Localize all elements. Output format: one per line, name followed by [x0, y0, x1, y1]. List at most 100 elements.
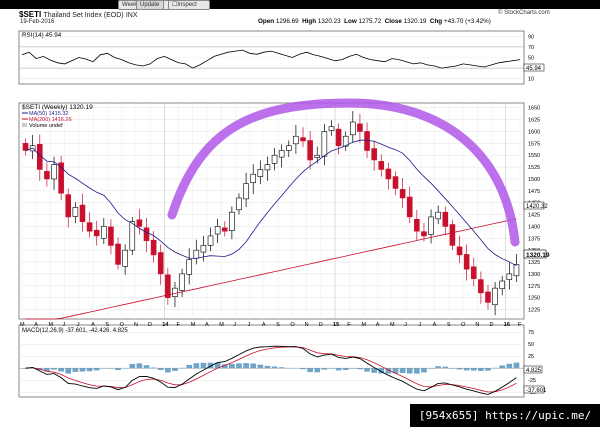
- candle-body: [193, 249, 200, 259]
- close-value: 1320.19: [403, 18, 427, 25]
- macd-hist-bar: [93, 368, 100, 371]
- price-x-label: M: [390, 322, 395, 328]
- price-x-label: A: [205, 322, 209, 328]
- candle-body: [250, 173, 257, 184]
- candle-body: [79, 204, 86, 222]
- top-toolbar: Weekly▾ Update ☐Inspect: [0, 0, 600, 10]
- candles: [22, 111, 520, 316]
- price-x-label: M: [191, 322, 196, 328]
- candle-body: [335, 128, 342, 147]
- candle-body: [200, 245, 207, 253]
- candle-body: [44, 171, 50, 180]
- hist-last-box: [523, 365, 543, 374]
- macd-hist-bar: [172, 368, 178, 371]
- candle-body: [414, 219, 420, 232]
- macd-hist-bar: [115, 368, 121, 371]
- rsi-line: [21, 49, 521, 69]
- ma200-legend: MA(200) 1416.26: [29, 117, 72, 123]
- price-tick-label: 1325: [528, 260, 540, 266]
- macd-hist-bar: [221, 364, 228, 369]
- price-tick-label: 1275: [528, 284, 540, 290]
- candle-body: [321, 131, 328, 157]
- price-tick-label: 1525: [528, 165, 540, 171]
- candle-body: [93, 229, 100, 237]
- macd-hist-bar: [442, 366, 449, 369]
- rsi-tick-label: 70: [528, 45, 534, 51]
- macd-hist-bar: [278, 367, 285, 369]
- chg-value: +43.70 (+3.42%): [443, 18, 491, 25]
- price-tick-label: 1575: [528, 141, 540, 147]
- candle-body: [392, 176, 399, 189]
- ma-last-label: 1420.32: [526, 204, 548, 210]
- candle-body: [271, 154, 278, 164]
- high-value: 1320.23: [317, 18, 341, 25]
- price-x-label: F: [177, 322, 181, 328]
- macd-hist-bar: [271, 366, 278, 369]
- macd-hist-bar: [385, 368, 392, 374]
- macd-hist-bar: [44, 368, 50, 372]
- candle-body: [207, 235, 214, 246]
- inspect-button[interactable]: ☐Inspect: [168, 0, 210, 10]
- macd-grid: 7550250-25-50: [19, 330, 536, 396]
- candle-body: [229, 211, 235, 232]
- candle-body: [328, 126, 335, 131]
- low-label: Low: [344, 18, 357, 25]
- macd-hist-bar: [328, 368, 335, 369]
- candle-body: [136, 219, 143, 227]
- candle-body: [492, 287, 498, 306]
- candle-body: [513, 264, 520, 277]
- macd-hist-bar: [300, 368, 306, 370]
- close-label: Close: [384, 18, 402, 25]
- candle-body: [115, 243, 121, 265]
- high-label: High: [302, 18, 317, 25]
- candle-body: [214, 226, 221, 235]
- macd-hist-bar: [428, 368, 434, 369]
- macd-hist-bar: [293, 367, 299, 369]
- price-grid: 1650162516001575155015251500147514501425…: [19, 103, 540, 319]
- price-x-label: J: [63, 322, 66, 328]
- macd-tick-label: 25: [528, 354, 534, 360]
- macd-hist-bar: [357, 368, 363, 370]
- macd-tick-label: 75: [528, 330, 534, 336]
- price-tick-label: 1475: [528, 189, 540, 195]
- update-button[interactable]: Update: [136, 0, 164, 10]
- candle-body: [506, 273, 513, 280]
- macd-hist-bar: [349, 368, 356, 369]
- inspect-label: Inspect: [177, 2, 197, 8]
- low-value: 1275.72: [358, 18, 382, 25]
- candle-body: [300, 137, 306, 142]
- price-x-label: M: [48, 322, 53, 328]
- macd-hist-bar: [342, 368, 349, 371]
- candle-body: [122, 249, 128, 267]
- candle-body: [342, 135, 349, 147]
- macd-hist-bar: [243, 363, 249, 369]
- rsi-tick-label: 10: [528, 77, 534, 83]
- candle-body: [101, 226, 107, 239]
- price-x-label: F: [518, 322, 522, 328]
- candle-body: [399, 189, 406, 199]
- candle-body: [157, 252, 164, 275]
- macd-title: MACD(12,26,9) -37.601, -42.426, 4.825: [22, 328, 128, 334]
- price-tick-label: 1600: [528, 129, 540, 135]
- macd-hist-bar: [143, 365, 150, 369]
- price-x-label: F: [347, 322, 351, 328]
- volume-legend-swatch: [22, 123, 27, 127]
- chart-date: 19-Feb-2016: [20, 19, 55, 25]
- macd-hist-bar: [122, 368, 129, 369]
- macd-tick-label: -25: [528, 378, 536, 384]
- price-tick-label: 1425: [528, 213, 540, 219]
- price-x-label: O: [120, 322, 125, 328]
- macd-hist-bar: [200, 362, 207, 369]
- price-tick-label: 1400: [528, 224, 540, 230]
- price-x-label: A: [262, 322, 266, 328]
- macd-hist-bar: [378, 368, 385, 374]
- close-last-label: 1320.19: [526, 252, 550, 259]
- candle-body: [186, 259, 192, 275]
- macd-tick-label: 50: [528, 342, 534, 348]
- price-x-label: D: [319, 322, 323, 328]
- macd-hist-bar: [314, 368, 321, 373]
- candle-body: [463, 254, 470, 270]
- price-x-label: A: [34, 322, 38, 328]
- candle-body: [499, 280, 506, 289]
